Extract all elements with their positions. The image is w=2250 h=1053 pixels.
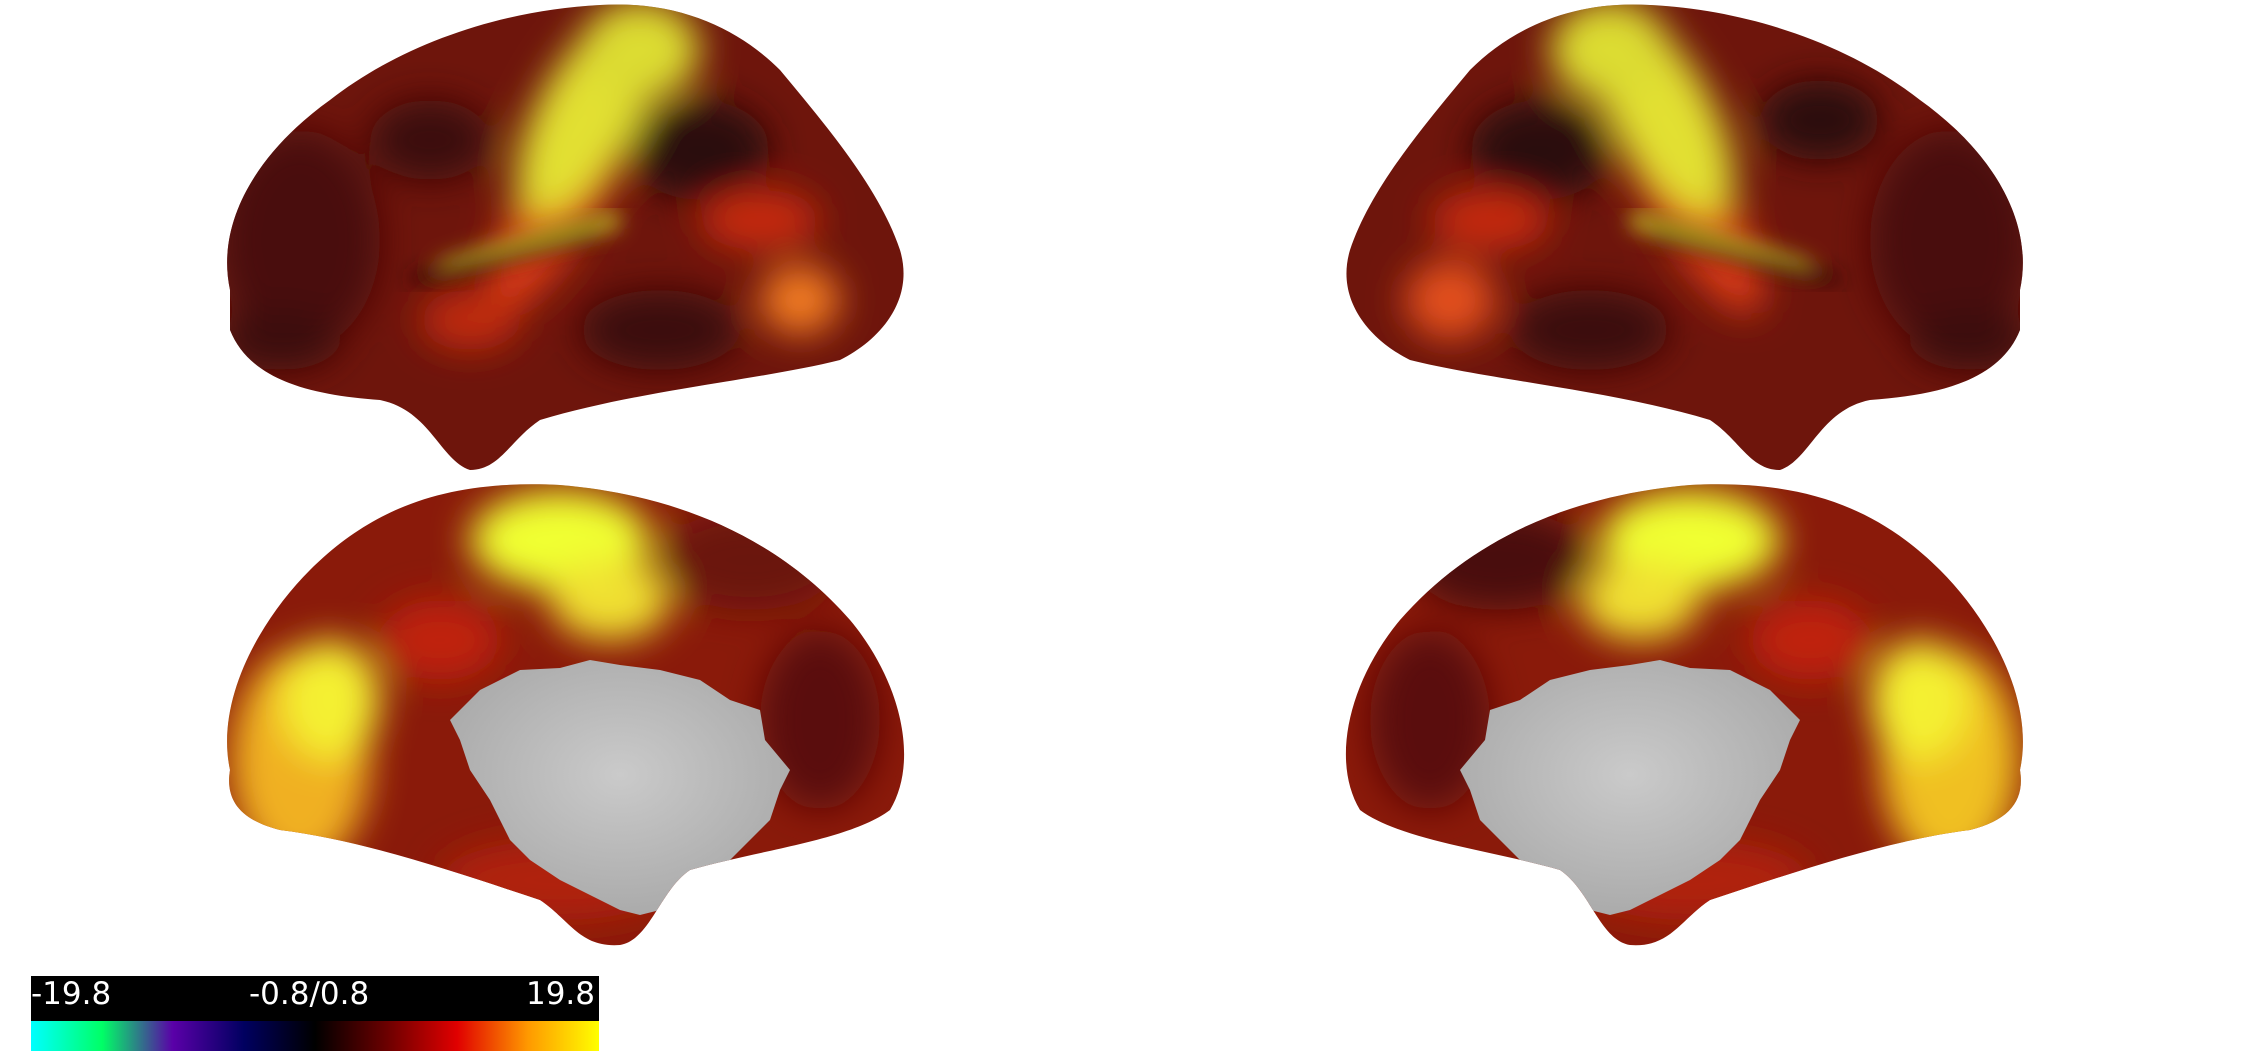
colorbar: -19.8 -0.8/0.8 19.8 <box>31 976 599 1051</box>
medial-wall <box>450 660 790 915</box>
colorbar-gradient <box>31 1021 599 1051</box>
colorbar-mid-label: -0.8/0.8 <box>249 976 370 1012</box>
right-hemisphere-lateral <box>1346 4 2023 471</box>
colorbar-min-label: -19.8 <box>31 976 112 1012</box>
colorbar-max-label: 19.8 <box>525 976 595 1012</box>
right-hemisphere-medial <box>1345 484 2023 946</box>
left-hemisphere-lateral <box>227 4 904 471</box>
medial-wall <box>1460 660 1800 915</box>
left-hemisphere-medial <box>227 484 905 946</box>
